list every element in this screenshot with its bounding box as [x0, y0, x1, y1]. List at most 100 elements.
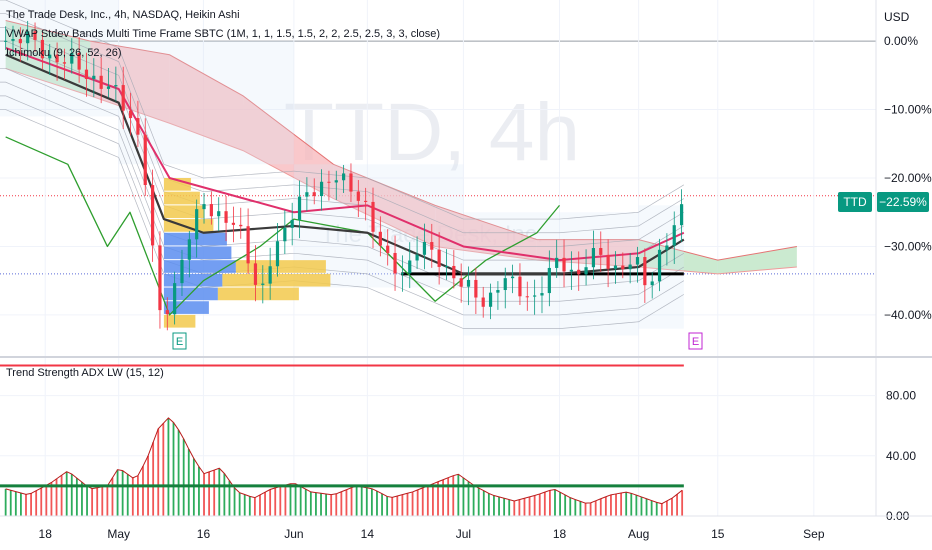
adx-bar — [106, 485, 109, 516]
candle-body — [283, 227, 287, 242]
adx-bar — [676, 494, 678, 516]
adx-bar — [518, 499, 521, 516]
candle-body — [92, 75, 96, 80]
adx-bar — [81, 482, 83, 516]
adx-bar — [259, 494, 261, 516]
candle-body — [650, 281, 654, 286]
adx-bar — [625, 492, 628, 516]
earnings-label: E — [692, 336, 699, 348]
candle-body — [488, 292, 493, 307]
adx-bar — [279, 486, 282, 516]
price-tick-label: 0.00% — [884, 34, 918, 48]
adx-bar — [91, 488, 94, 516]
candle-body — [364, 200, 368, 202]
candle-body — [253, 263, 258, 285]
adx-bar — [569, 497, 572, 516]
time-tick-label: 16 — [197, 527, 211, 541]
vwap-band-line — [0, 40, 119, 90]
vwap-band-line — [0, 27, 119, 76]
candle-body — [657, 249, 662, 282]
adx-bar — [452, 475, 455, 516]
adx-bar — [599, 498, 602, 516]
profile-bar-blue — [163, 301, 209, 314]
watermark-ticker: TTD, 4h — [284, 87, 580, 178]
candle-body — [452, 265, 456, 279]
candle-body — [268, 266, 272, 284]
adx-bar — [462, 477, 465, 516]
adx-bar — [538, 493, 541, 516]
profile-bar-yellow — [235, 260, 326, 273]
profile-bar-yellow — [222, 273, 331, 287]
candle-body — [209, 204, 213, 217]
adx-bar — [121, 470, 124, 516]
adx-bar — [650, 500, 653, 516]
candle-body — [613, 265, 618, 269]
adx-bar — [96, 487, 99, 516]
last-price-value: −22.59% — [879, 195, 927, 209]
earnings-marker-aug[interactable]: E — [688, 332, 703, 350]
earnings-marker-may[interactable]: E — [172, 332, 187, 350]
candle-body — [334, 180, 338, 183]
adx-bar — [655, 502, 658, 516]
adx-bar — [162, 423, 165, 516]
profile-bar-yellow — [217, 287, 299, 301]
adx-bar — [172, 422, 175, 516]
vwap-indicator-title: VWAP Stdev Bands Multi Time Frame SBTC (… — [6, 28, 440, 40]
adx-bar — [437, 481, 439, 516]
adx-bar — [208, 471, 211, 516]
vwap-band-line — [463, 239, 639, 247]
adx-bar — [498, 496, 500, 516]
adx-bar — [564, 494, 567, 516]
adx-bar — [284, 485, 287, 516]
adx-bar — [554, 489, 556, 516]
candle-body — [55, 54, 59, 63]
symbol-title: The Trade Desk, Inc., 4h, NASDAQ, Heikin… — [6, 9, 240, 21]
adx-bar — [253, 497, 256, 516]
adx-bar — [665, 500, 668, 516]
vwap-band-line — [118, 129, 294, 261]
chikou-line — [5, 136, 561, 316]
adx-panel — [0, 364, 876, 517]
candle-body — [165, 310, 169, 315]
candle-body — [158, 245, 162, 311]
vwap-band-line — [0, 68, 119, 117]
vwap-band-line — [118, 61, 294, 193]
time-tick-label: Aug — [628, 527, 649, 541]
adx-bar — [365, 487, 368, 516]
vwap-band-line — [638, 266, 685, 295]
adx-bar — [294, 483, 297, 516]
candle-body — [11, 39, 15, 41]
adx-bar — [381, 493, 383, 516]
candle-body — [569, 269, 573, 272]
adx-bar — [640, 496, 643, 516]
candle-body — [246, 226, 250, 264]
vwap-band-line — [463, 225, 639, 234]
candle-body — [180, 259, 184, 284]
candle-body — [224, 211, 228, 223]
candle-body — [481, 297, 485, 307]
candle-body — [437, 249, 441, 267]
adx-bar — [416, 489, 419, 516]
adx-bar — [340, 491, 343, 516]
candle-body — [422, 242, 427, 255]
vwap-band-line — [0, 13, 119, 62]
candle-body — [77, 53, 81, 70]
candle-body — [99, 75, 103, 89]
adx-bar — [14, 491, 17, 516]
adx-bar — [472, 485, 475, 516]
candle-body — [202, 204, 206, 210]
candle-body — [415, 254, 419, 261]
adx-bar — [304, 489, 307, 516]
ichimoku-indicator-title: Ichimoku (9, 26, 52, 26) — [6, 47, 122, 59]
vwap-band-line — [0, 0, 119, 49]
adx-bar — [269, 489, 272, 516]
vwap-band-line — [463, 211, 639, 220]
candle-body — [474, 279, 478, 298]
profile-bar-yellow — [163, 314, 196, 328]
adx-bar — [4, 488, 7, 516]
adx-bar — [182, 438, 185, 516]
time-tick-label: 18 — [553, 527, 567, 541]
profile-bar-yellow — [163, 205, 205, 219]
adx-bar — [645, 498, 648, 516]
